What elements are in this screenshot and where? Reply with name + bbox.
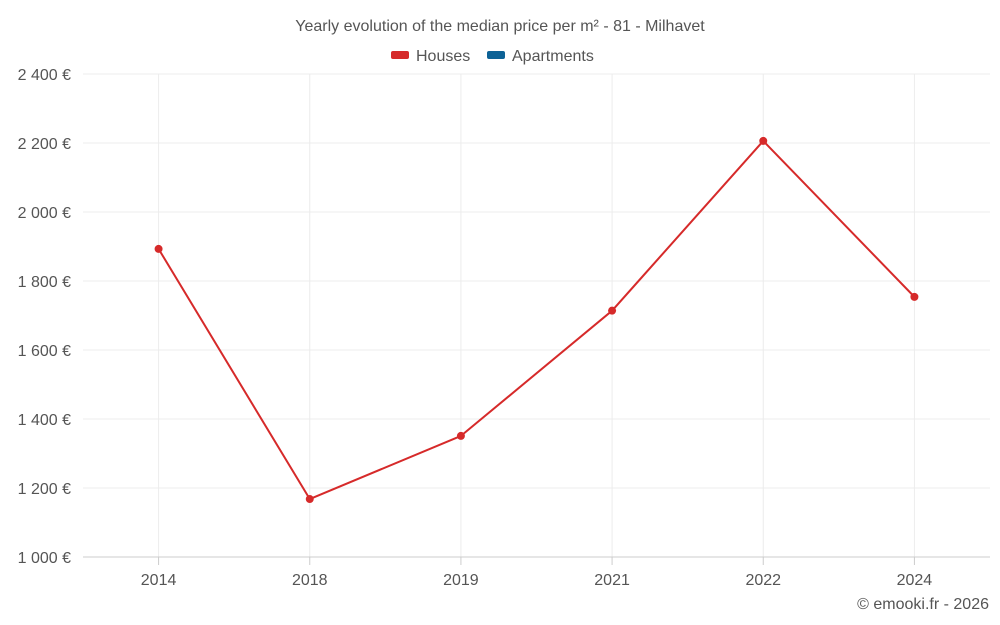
data-point[interactable] (305, 495, 314, 504)
legend: Houses Apartments (391, 48, 594, 65)
y-tick-label: 1 400 € (18, 412, 71, 429)
grid (83, 73, 990, 557)
x-tick-label: 2018 (292, 572, 328, 589)
x-tick-label: 2014 (141, 572, 177, 589)
legend-item-apartments[interactable]: Apartments (487, 48, 594, 65)
y-tick-label: 1 000 € (18, 550, 71, 567)
legend-swatch-houses (391, 51, 409, 59)
data-point[interactable] (608, 306, 617, 315)
x-tick-label: 2019 (443, 572, 479, 589)
data-point[interactable] (759, 136, 768, 145)
y-tick-label: 1 800 € (18, 274, 71, 291)
y-axis: 1 000 € 1 200 € 1 400 € 1 600 € 1 800 € 2 000… (18, 67, 71, 567)
legend-item-houses[interactable]: Houses (391, 48, 470, 65)
legend-label-houses: Houses (416, 48, 470, 65)
legend-swatch-apartments (487, 51, 505, 59)
series-line-houses (157, 139, 916, 501)
credit-text: © emooki.fr - 2026 (857, 596, 989, 613)
chart-title: Yearly evolution of the median price per… (295, 18, 705, 35)
x-axis: 2014 2018 2019 2021 2022 2024 (83, 556, 990, 589)
y-tick-label: 2 400 € (18, 67, 71, 84)
data-point[interactable] (456, 431, 465, 440)
x-tick-label: 2024 (897, 572, 933, 589)
y-tick-label: 1 200 € (18, 481, 71, 498)
series-houses (154, 136, 919, 504)
legend-label-apartments: Apartments (512, 48, 594, 65)
y-tick-label: 1 600 € (18, 343, 71, 360)
y-tick-label: 2 200 € (18, 136, 71, 153)
data-point[interactable] (910, 292, 919, 301)
y-tick-label: 2 000 € (18, 205, 71, 222)
x-tick-label: 2021 (594, 572, 630, 589)
x-tick-label: 2022 (745, 572, 781, 589)
data-point[interactable] (154, 244, 163, 253)
